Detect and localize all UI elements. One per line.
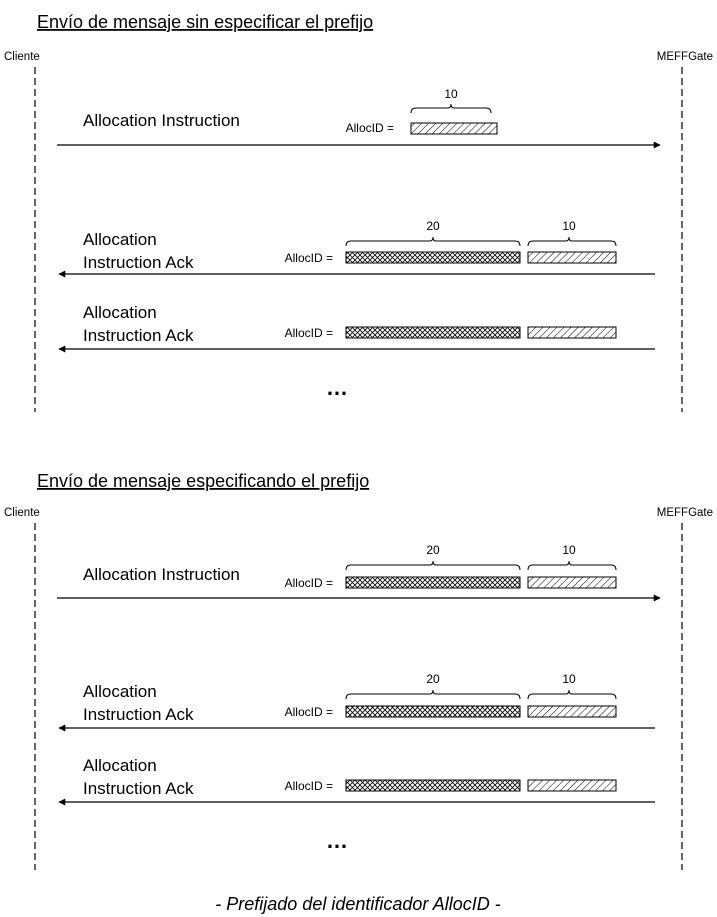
segment-width-label: 10 xyxy=(562,672,576,686)
segment-brace xyxy=(345,560,521,571)
actor-cliente-label: Cliente xyxy=(4,507,40,519)
message-label: Allocation Instruction xyxy=(83,565,240,584)
message-label-line-1: Allocation xyxy=(83,756,157,775)
field-label: AllocID = xyxy=(285,705,333,719)
actor-cliente-label: Cliente xyxy=(4,51,40,63)
segment-diagonal xyxy=(527,779,617,792)
segment-width-label: 10 xyxy=(444,87,458,101)
ellipsis: … xyxy=(326,375,348,400)
segment-brace xyxy=(527,560,617,571)
segment-diagonal xyxy=(527,705,617,718)
segment-diagonal xyxy=(527,251,617,264)
segment-crosshatch xyxy=(345,576,521,589)
segment-crosshatch xyxy=(345,779,521,792)
field-label: AllocID = xyxy=(285,779,333,793)
message-allocation-instruction: Allocation Instruction AllocID = 10 xyxy=(57,87,661,149)
segment-brace xyxy=(527,689,617,700)
segment-diagonal xyxy=(527,576,617,589)
message-allocation-instruction-ack: Allocation Instruction Ack AllocID = xyxy=(58,756,655,806)
message-label: Allocation Instruction xyxy=(83,111,240,130)
actor-meffgate-label: MEFFGate xyxy=(657,507,713,519)
segment-brace xyxy=(345,689,521,700)
ellipsis: … xyxy=(326,828,348,853)
segment-crosshatch xyxy=(345,326,521,339)
message-label-line-2: Instruction Ack xyxy=(83,326,194,345)
message-label-line-2: Instruction Ack xyxy=(83,779,194,798)
message-label-line-1: Allocation xyxy=(83,230,157,249)
message-label-line-2: Instruction Ack xyxy=(83,705,194,724)
section-1: Envío de mensaje sin especificar el pref… xyxy=(4,12,713,412)
message-allocation-instruction: Allocation Instruction AllocID = 20 10 xyxy=(57,543,661,602)
segment-width-label: 20 xyxy=(426,672,440,686)
field-label: AllocID = xyxy=(285,251,333,265)
segment-diagonal xyxy=(527,326,617,339)
message-allocation-instruction-ack: Allocation Instruction Ack AllocID = 20 … xyxy=(58,672,655,732)
message-allocation-instruction-ack: Allocation Instruction Ack AllocID = 20 … xyxy=(58,219,655,278)
segment-width-label: 20 xyxy=(426,543,440,557)
message-label-line-1: Allocation xyxy=(83,682,157,701)
segment-width-label: 10 xyxy=(562,543,576,557)
section-2: Envío de mensaje especificando el prefij… xyxy=(4,471,713,870)
segment-brace xyxy=(527,236,617,247)
segment-width-label: 10 xyxy=(562,219,576,233)
segment-diagonal xyxy=(410,122,498,135)
segment-crosshatch xyxy=(345,251,521,264)
segment-width-label: 20 xyxy=(426,219,440,233)
segment-brace xyxy=(410,103,492,114)
segment-crosshatch xyxy=(345,705,521,718)
section-title: Envío de mensaje especificando el prefij… xyxy=(37,471,369,491)
actor-meffgate-label: MEFFGate xyxy=(657,51,713,63)
message-allocation-instruction-ack: Allocation Instruction Ack AllocID = xyxy=(58,303,655,353)
message-label-line-1: Allocation xyxy=(83,303,157,322)
figure-caption: - Prefijado del identificador AllocID - xyxy=(215,894,500,914)
field-label: AllocID = xyxy=(285,576,333,590)
segment-brace xyxy=(345,236,521,247)
field-label: AllocID = xyxy=(285,326,333,340)
field-label: AllocID = xyxy=(346,121,394,135)
message-label-line-2: Instruction Ack xyxy=(83,253,194,272)
section-title: Envío de mensaje sin especificar el pref… xyxy=(37,12,373,32)
